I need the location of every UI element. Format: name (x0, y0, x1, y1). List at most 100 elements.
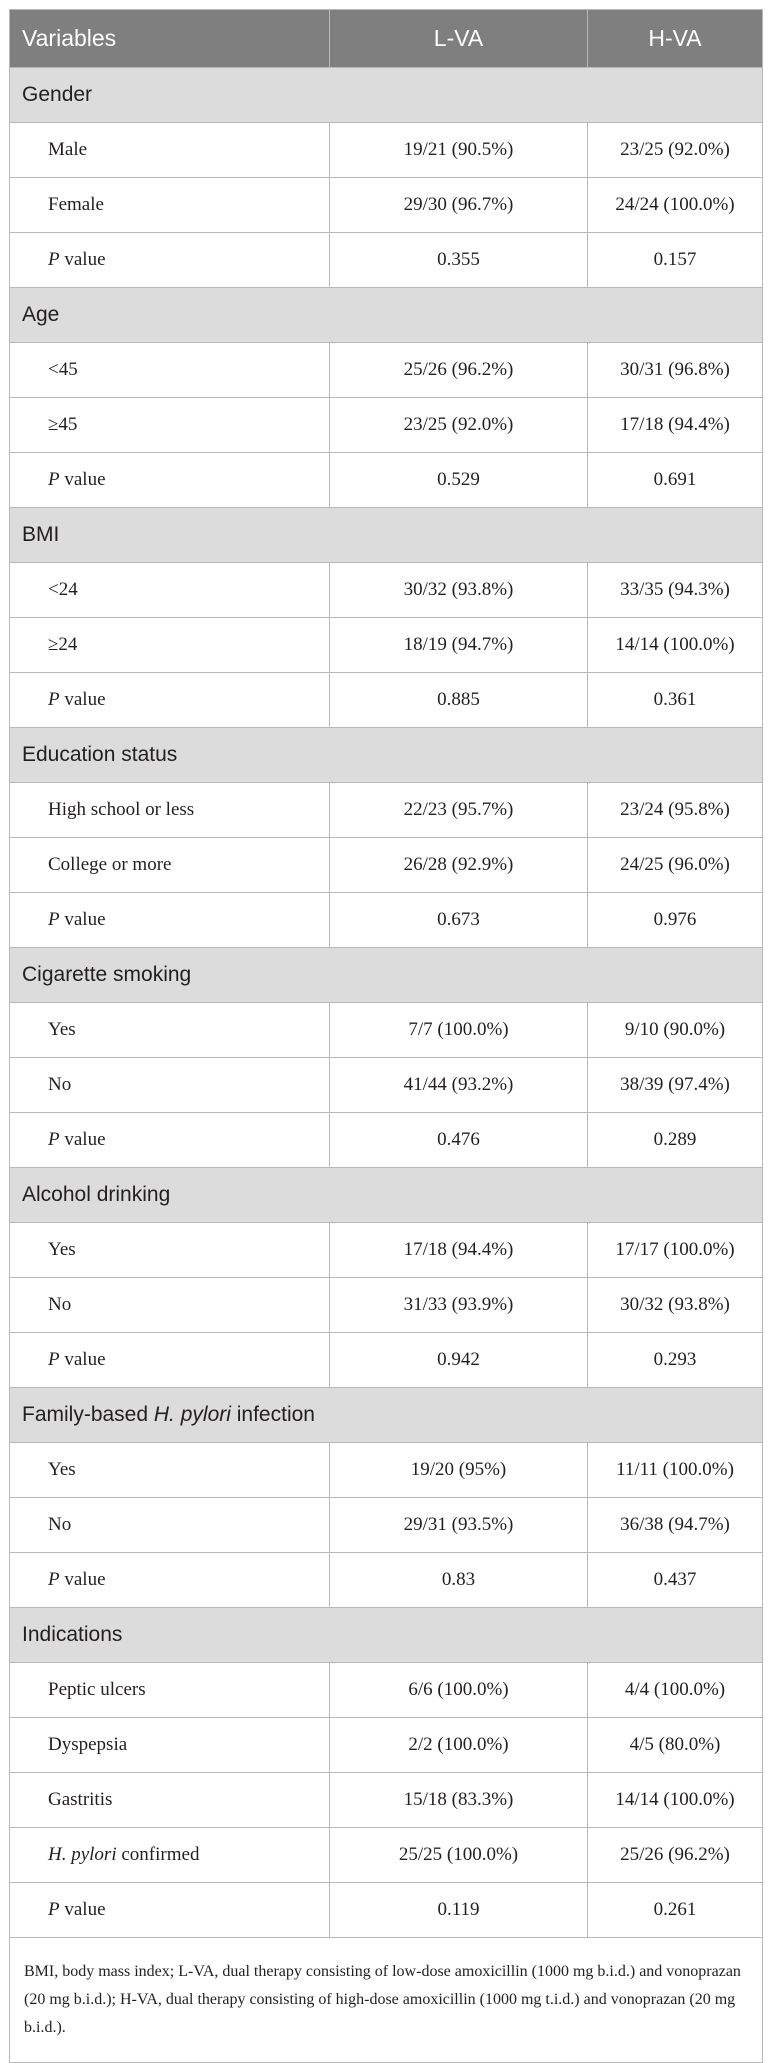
group-title: Age (9, 287, 763, 343)
l-va-value: 22/23 (95.7%) (329, 782, 588, 838)
group-title: BMI (9, 507, 763, 563)
group-row: Age (9, 287, 763, 343)
l-va-value: 25/26 (96.2%) (329, 342, 588, 398)
row-label-italic: P (48, 1129, 60, 1150)
table-row: College or more 26/28 (92.9%) 24/25 (96.0%… (9, 837, 763, 893)
row-label: Yes (9, 1222, 330, 1278)
header-l-va: L-VA (329, 9, 588, 68)
group-title: Cigarette smoking (9, 947, 763, 1003)
l-va-value: 0.673 (329, 892, 588, 948)
group-row: Family-based H. pylori infection (9, 1387, 763, 1443)
row-label: ≥24 (9, 617, 330, 673)
group-row: Cigarette smoking (9, 947, 763, 1003)
row-label-rest: value (59, 1899, 106, 1920)
header-h-va: H-VA (587, 9, 763, 68)
row-label: Yes (9, 1442, 330, 1498)
group-title: Indications (9, 1607, 763, 1663)
l-va-value: 29/30 (96.7%) (329, 177, 588, 233)
table-row: Yes 19/20 (95%) 11/11 (100.0%) (9, 1442, 763, 1498)
l-va-value: 0.529 (329, 452, 588, 508)
row-label-rest: value (59, 469, 106, 490)
header-variables: Variables (9, 9, 330, 68)
row-label: P value (9, 232, 330, 288)
row-label: P value (9, 1552, 330, 1608)
table-row: No 31/33 (93.9%) 30/32 (93.8%) (9, 1277, 763, 1333)
table-row: P value 0.942 0.293 (9, 1332, 763, 1388)
table-row: Gastritis 15/18 (83.3%) 14/14 (100.0%) (9, 1772, 763, 1828)
table-row: <45 25/26 (96.2%) 30/31 (96.8%) (9, 342, 763, 398)
h-va-value: 23/24 (95.8%) (587, 782, 763, 838)
table-row: H. pylori confirmed 25/25 (100.0%) 25/26 (… (9, 1827, 763, 1883)
h-va-value: 24/24 (100.0%) (587, 177, 763, 233)
h-va-value: 0.361 (587, 672, 763, 728)
h-va-value: 0.976 (587, 892, 763, 948)
l-va-value: 30/32 (93.8%) (329, 562, 588, 618)
h-va-value: 25/26 (96.2%) (587, 1827, 763, 1883)
table-row: High school or less 22/23 (95.7%) 23/24 (9… (9, 782, 763, 838)
l-va-value: 15/18 (83.3%) (329, 1772, 588, 1828)
h-va-value: 4/5 (80.0%) (587, 1717, 763, 1773)
row-label: H. pylori confirmed (9, 1827, 330, 1883)
l-va-value: 31/33 (93.9%) (329, 1277, 588, 1333)
row-label: Peptic ulcers (9, 1662, 330, 1718)
table-row: <24 30/32 (93.8%) 33/35 (94.3%) (9, 562, 763, 618)
l-va-value: 7/7 (100.0%) (329, 1002, 588, 1058)
row-label: P value (9, 452, 330, 508)
h-va-value: 30/31 (96.8%) (587, 342, 763, 398)
table-row: P value 0.83 0.437 (9, 1552, 763, 1608)
l-va-value: 18/19 (94.7%) (329, 617, 588, 673)
h-va-value: 33/35 (94.3%) (587, 562, 763, 618)
h-va-value: 9/10 (90.0%) (587, 1002, 763, 1058)
row-label: Yes (9, 1002, 330, 1058)
group-row: Alcohol drinking (9, 1167, 763, 1223)
h-va-value: 0.293 (587, 1332, 763, 1388)
group-title: Education status (9, 727, 763, 783)
row-label-italic: P (48, 1349, 60, 1370)
group-row: Gender (9, 67, 763, 123)
h-va-value: 0.261 (587, 1882, 763, 1938)
group-title: Family-based H. pylori infection (9, 1387, 763, 1443)
l-va-value: 2/2 (100.0%) (329, 1717, 588, 1773)
group-title-pre: Family-based (22, 1403, 154, 1426)
row-label: P value (9, 1332, 330, 1388)
group-title: Alcohol drinking (9, 1167, 763, 1223)
l-va-value: 6/6 (100.0%) (329, 1662, 588, 1718)
h-va-value: 24/25 (96.0%) (587, 837, 763, 893)
h-va-value: 0.289 (587, 1112, 763, 1168)
row-label: No (9, 1497, 330, 1553)
row-label-rest: value (59, 909, 106, 930)
h-va-value: 0.157 (587, 232, 763, 288)
row-label-rest: value (59, 1129, 106, 1150)
row-label-rest: value (59, 249, 106, 270)
l-va-value: 19/21 (90.5%) (329, 122, 588, 178)
l-va-value: 19/20 (95%) (329, 1442, 588, 1498)
row-label: Dyspepsia (9, 1717, 330, 1773)
table-container: Variables L-VA H-VA Gender Male 19/21 (90.… (9, 9, 763, 2063)
table-row: Male 19/21 (90.5%) 23/25 (92.0%) (9, 122, 763, 178)
row-label: High school or less (9, 782, 330, 838)
h-va-value: 14/14 (100.0%) (587, 617, 763, 673)
table-row: Peptic ulcers 6/6 (100.0%) 4/4 (100.0%) (9, 1662, 763, 1718)
table-row: P value 0.529 0.691 (9, 452, 763, 508)
group-row: BMI (9, 507, 763, 563)
row-label: Female (9, 177, 330, 233)
l-va-value: 17/18 (94.4%) (329, 1222, 588, 1278)
l-va-value: 26/28 (92.9%) (329, 837, 588, 893)
group-row: Education status (9, 727, 763, 783)
l-va-value: 0.119 (329, 1882, 588, 1938)
h-va-value: 17/17 (100.0%) (587, 1222, 763, 1278)
l-va-value: 0.476 (329, 1112, 588, 1168)
l-va-value: 0.355 (329, 232, 588, 288)
table-row: Dyspepsia 2/2 (100.0%) 4/5 (80.0%) (9, 1717, 763, 1773)
row-label: <24 (9, 562, 330, 618)
table-row: Yes 17/18 (94.4%) 17/17 (100.0%) (9, 1222, 763, 1278)
row-label: P value (9, 892, 330, 948)
table-row: P value 0.885 0.361 (9, 672, 763, 728)
row-label-rest: confirmed (116, 1844, 200, 1865)
footnote-row: BMI, body mass index; L-VA, dual therapy… (9, 1937, 763, 2063)
h-va-value: 23/25 (92.0%) (587, 122, 763, 178)
row-label-italic: P (48, 689, 60, 710)
row-label-italic: H. pylori (48, 1844, 117, 1865)
row-label: P value (9, 1882, 330, 1938)
row-label: Gastritis (9, 1772, 330, 1828)
